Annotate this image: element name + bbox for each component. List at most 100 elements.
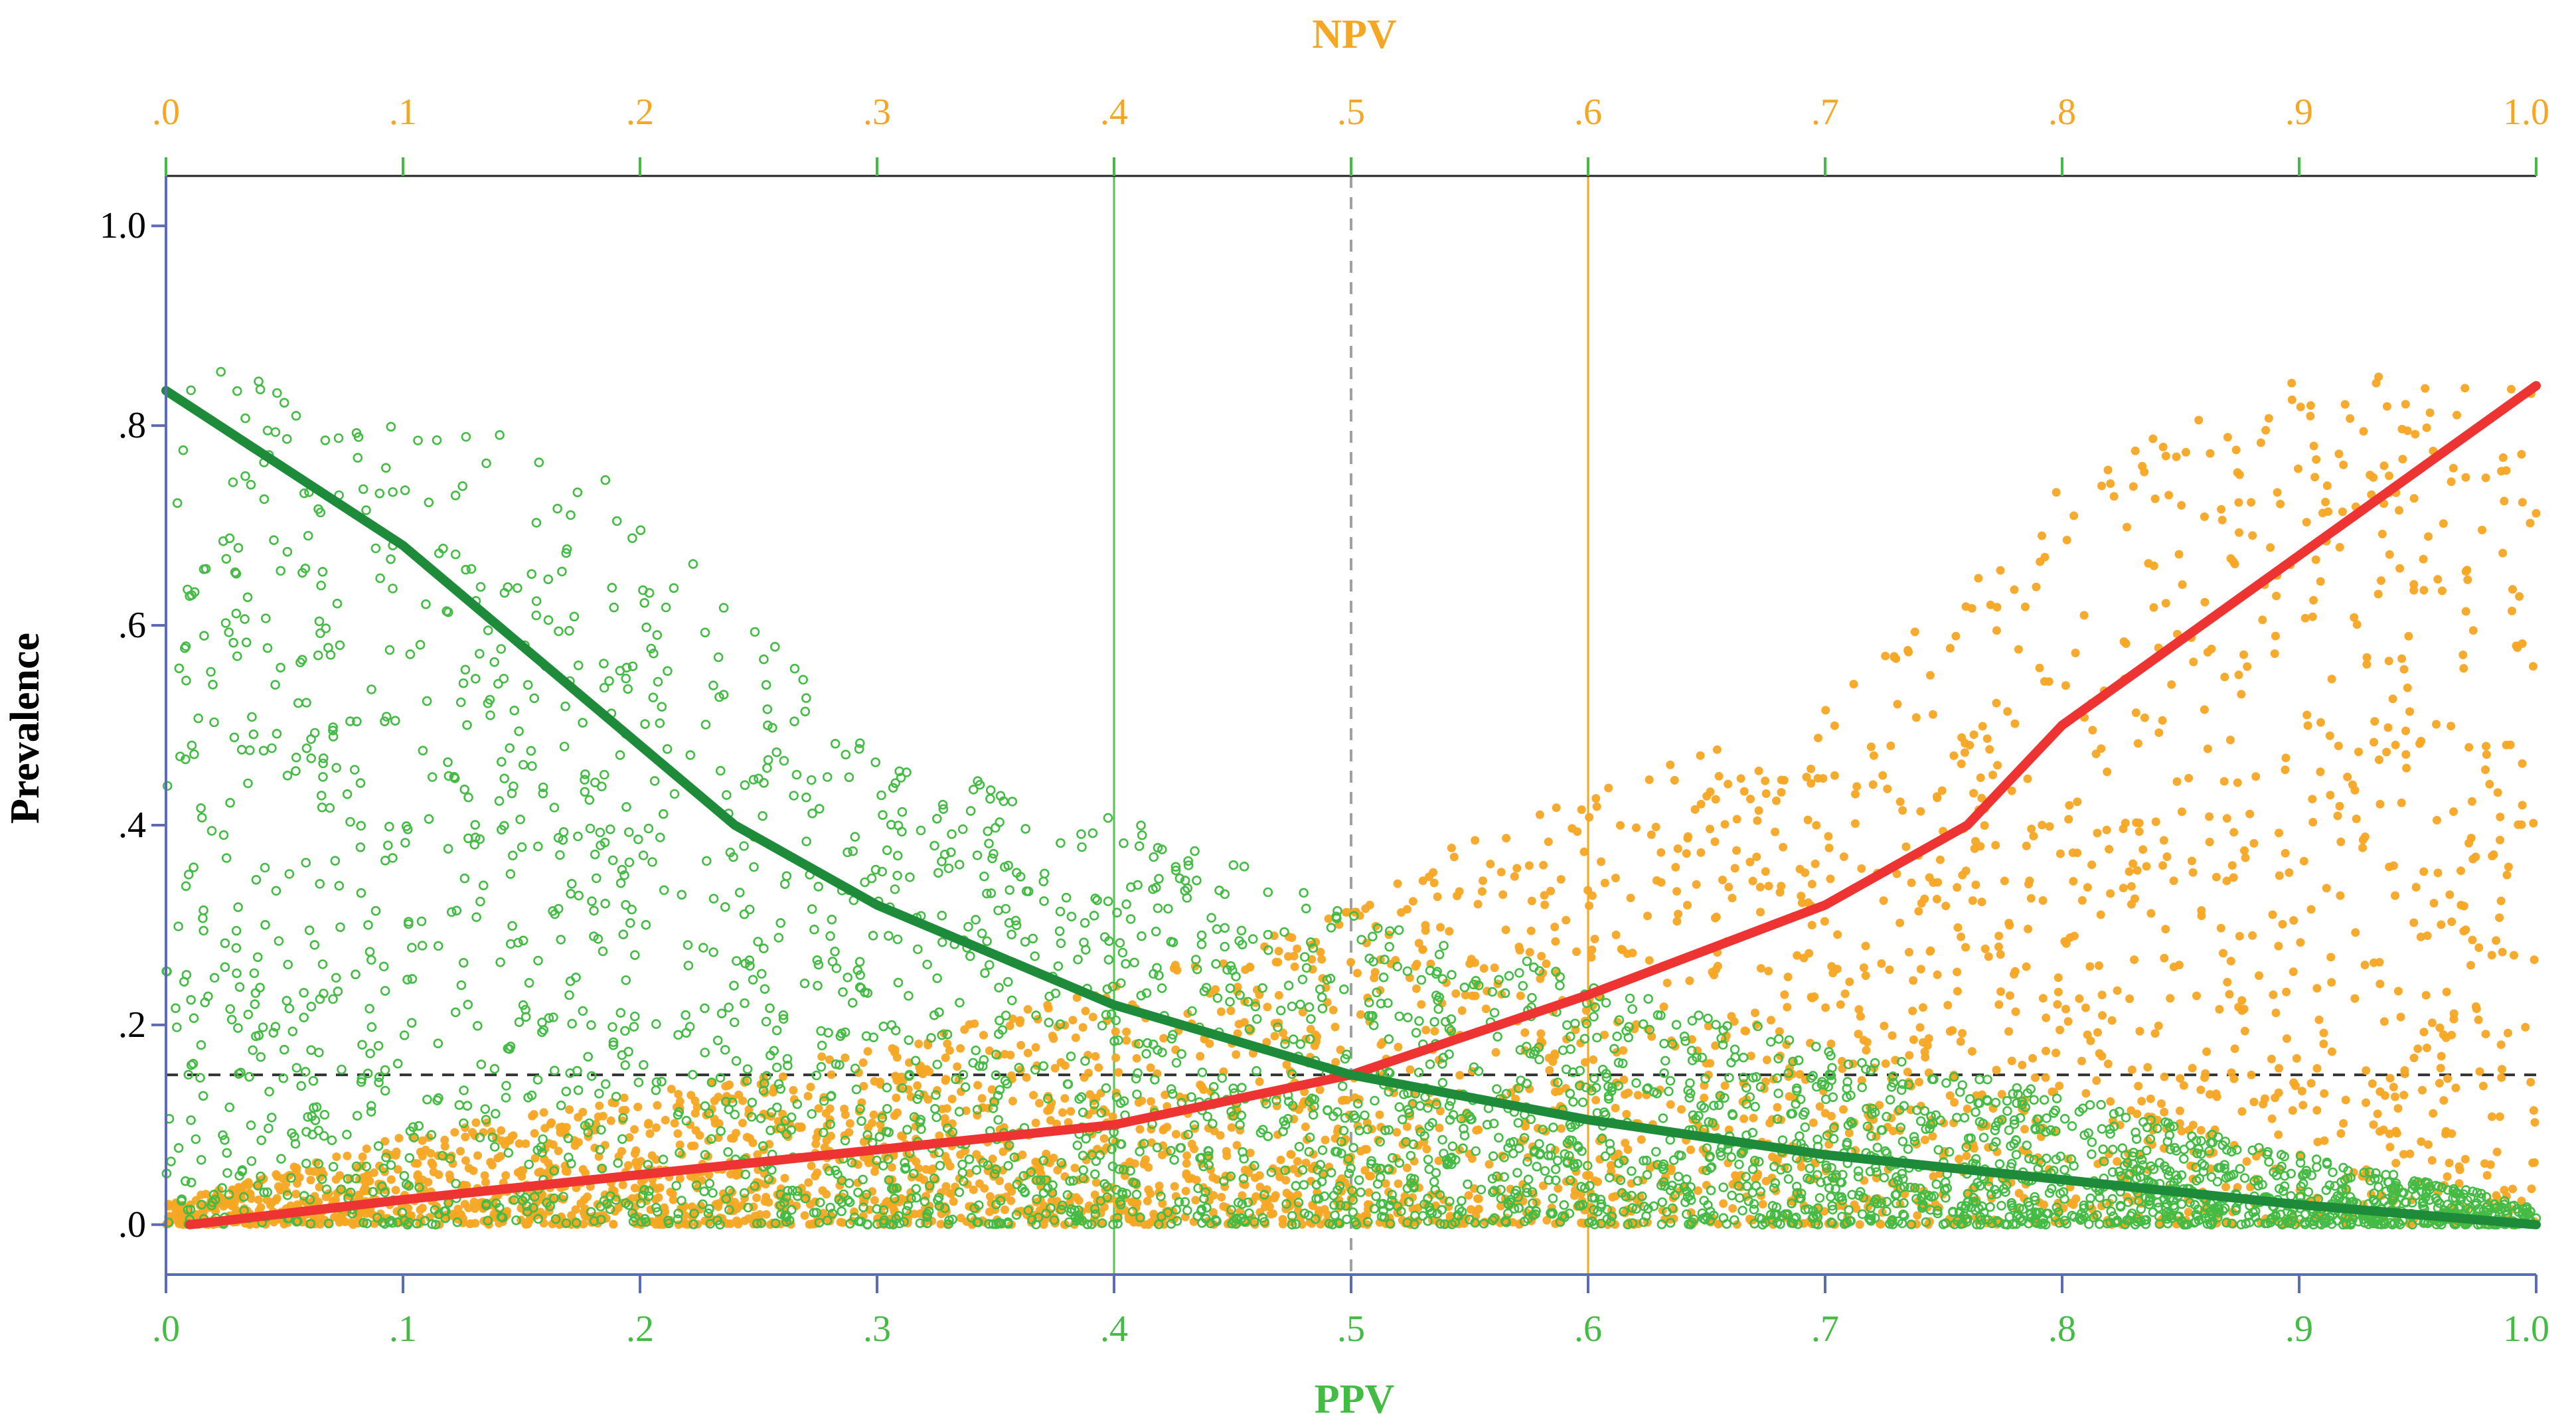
npv-point (2464, 743, 2474, 752)
ppv-point (222, 1148, 232, 1158)
npv-point (1702, 1180, 1711, 1190)
npv-point (1451, 989, 1461, 998)
npv-point (515, 1139, 524, 1148)
npv-point (2375, 979, 2385, 988)
npv-point (2422, 423, 2431, 432)
ppv-point (740, 780, 750, 790)
npv-point (2026, 894, 2036, 903)
npv-point (2496, 1040, 2506, 1050)
npv-point (2333, 811, 2342, 821)
npv-point (2405, 707, 2414, 716)
npv-point (1434, 1156, 1443, 1166)
npv-point (2306, 401, 2315, 410)
npv-point (1078, 1023, 1087, 1032)
ppv-point (507, 921, 517, 931)
npv-point (985, 1192, 995, 1201)
npv-point (1466, 1205, 1475, 1214)
npv-point (2032, 582, 2041, 591)
npv-point (949, 1197, 958, 1206)
npv-point (2024, 924, 2033, 933)
npv-point (461, 1156, 470, 1165)
npv-point (2339, 1119, 2348, 1128)
ppv-point (1384, 941, 1394, 952)
ppv-point (965, 951, 975, 961)
npv-point (2234, 670, 2243, 680)
npv-point (2530, 1118, 2539, 1127)
npv-point (2229, 873, 2238, 882)
npv-point (1881, 651, 1890, 661)
npv-point (1764, 967, 1773, 976)
npv-point (2281, 753, 2291, 763)
npv-point (2227, 1068, 2236, 1077)
npv-point (2179, 1081, 2188, 1090)
ppv-point (186, 994, 196, 1005)
npv-point (1023, 1005, 1032, 1014)
npv-point (2401, 400, 2410, 409)
ppv-point (1079, 937, 1089, 947)
npv-point (354, 1190, 363, 1200)
npv-point (2425, 408, 2435, 418)
npv-point (539, 1219, 548, 1228)
npv-point (2014, 1189, 2024, 1198)
npv-point (2504, 862, 2513, 872)
ppv-point (759, 778, 769, 788)
npv-point (1932, 792, 1941, 801)
npv-point (2125, 994, 2134, 1003)
npv-point (806, 1082, 815, 1091)
ppv-point (993, 905, 1003, 915)
ppv-point (641, 919, 651, 930)
ppv-point (673, 1030, 683, 1040)
ppv-point (580, 787, 590, 797)
npv-point (2382, 747, 2391, 757)
npv-point (2134, 1081, 2143, 1091)
npv-point (2130, 955, 2139, 965)
npv-point (2316, 718, 2325, 727)
npv-point (1620, 1090, 1629, 1099)
npv-point (2223, 978, 2232, 986)
npv-point (1111, 1053, 1121, 1062)
npv-point (1745, 858, 1755, 866)
npv-point (1232, 1050, 1241, 1059)
ppv-point (450, 1007, 461, 1018)
ppv-point (1559, 1200, 1570, 1210)
npv-point (1700, 1093, 1709, 1103)
ppv-point (964, 1154, 975, 1164)
ppv-point (841, 749, 851, 759)
npv-point (1491, 1048, 1500, 1057)
npv-point (1486, 860, 1495, 868)
ppv-point (773, 933, 784, 943)
npv-point (1060, 1061, 1070, 1070)
ppv-point (181, 675, 191, 686)
ppv-point (1299, 888, 1309, 898)
ppv-point (971, 1165, 982, 1175)
npv-point (1908, 1006, 1917, 1016)
ppv-point (374, 488, 385, 499)
npv-point (2421, 990, 2431, 1000)
npv-point (2103, 465, 2113, 475)
npv-point (1706, 825, 1714, 834)
ppv-point (556, 935, 566, 945)
npv-point (2041, 1073, 2050, 1082)
ppv-point (1718, 1182, 1728, 1192)
npv-point (2225, 990, 2234, 999)
npv-point (1795, 1069, 1805, 1079)
ppv-point (220, 938, 230, 949)
npv-point (1455, 1071, 1465, 1080)
npv-point (2055, 1026, 2065, 1034)
npv-point (1196, 1080, 1205, 1089)
npv-point (2000, 876, 2009, 886)
npv-point (1919, 1038, 1927, 1047)
ppv-point (1192, 876, 1202, 886)
ppv-point (1190, 846, 1200, 856)
ppv-point (663, 666, 673, 676)
npv-point (1034, 1166, 1044, 1176)
npv-point (1861, 941, 1870, 951)
npv-point (2079, 611, 2089, 620)
ppv-point (617, 1134, 627, 1144)
npv-point (2506, 384, 2516, 394)
npv-point (2119, 637, 2129, 646)
npv-point (2140, 713, 2149, 722)
npv-point (1581, 1058, 1589, 1067)
ppv-point (878, 810, 888, 820)
npv-point (973, 1081, 983, 1090)
